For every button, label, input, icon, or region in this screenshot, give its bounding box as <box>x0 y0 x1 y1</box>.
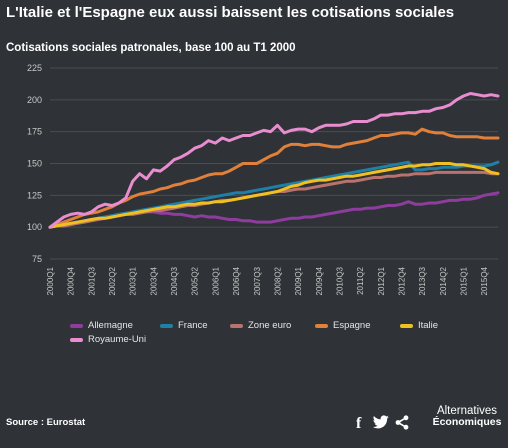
x-tick-label: 2006Q4 <box>232 266 241 295</box>
x-tick-label: 2003Q4 <box>149 266 158 295</box>
y-tick-label: 150 <box>27 159 42 169</box>
x-axis-tick-labels: 2000Q1 2000Q4 2001Q3 2002Q2 2003Q1 2003Q4 2004… <box>46 266 489 295</box>
x-tick-label: 2014Q2 <box>439 266 448 295</box>
x-tick-label: 2015Q1 <box>460 266 469 295</box>
y-tick-label: 100 <box>27 222 42 232</box>
brand-line-2: Économiques <box>432 416 502 428</box>
x-tick-label: 2013Q3 <box>418 266 427 295</box>
brand-logo: Alternatives Économiques <box>430 405 504 428</box>
y-tick-label: 225 <box>27 63 42 73</box>
series-line-italie <box>48 162 500 229</box>
series-line-espagne <box>48 127 500 229</box>
x-tick-label: 2002Q2 <box>108 266 117 295</box>
y-tick-label: 175 <box>27 127 42 137</box>
share-icon <box>395 415 409 430</box>
x-tick-label: 2000Q4 <box>67 266 76 295</box>
y-tick-label: 75 <box>32 254 42 264</box>
chart-subtitle: Cotisations sociales patronales, base 10… <box>6 42 296 54</box>
series-lines <box>48 92 500 229</box>
series-line-royaume-uni <box>48 92 500 229</box>
x-tick-label: 2004Q3 <box>170 266 179 295</box>
y-tick-label: 200 <box>27 95 42 105</box>
source-note: Source : Eurostat <box>6 417 86 428</box>
brand-line-1: Alternatives <box>436 405 498 417</box>
x-tick-label: 2007Q3 <box>253 266 262 295</box>
twitter-icon <box>373 415 389 429</box>
y-axis-tick-labels: 75 100 125 150 175 200 225 <box>27 63 42 264</box>
chart-title: L'Italie et l'Espagne eux aussi baissent… <box>6 4 455 21</box>
x-tick-label: 2012Q1 <box>377 266 386 295</box>
x-tick-label: 2010Q3 <box>335 266 344 295</box>
x-tick-label: 2015Q4 <box>480 266 489 295</box>
x-tick-label: 2006Q1 <box>211 266 220 295</box>
x-tick-label: 2012Q4 <box>398 266 407 295</box>
x-tick-label: 2009Q4 <box>315 266 324 295</box>
y-tick-label: 125 <box>27 190 42 200</box>
x-tick-label: 2008Q2 <box>273 266 282 295</box>
x-tick-label: 2005Q2 <box>191 266 200 295</box>
series-line-zone-euro <box>48 170 500 229</box>
series-line-allemagne <box>48 191 500 229</box>
facebook-icon: f <box>356 415 362 432</box>
x-tick-label: 2003Q1 <box>129 266 138 295</box>
facebook-share-button[interactable]: f <box>356 415 361 433</box>
share-button[interactable] <box>395 415 409 430</box>
twitter-share-button[interactable] <box>373 415 389 429</box>
x-tick-label: 2009Q1 <box>294 266 303 295</box>
x-tick-label: 2001Q3 <box>87 266 96 295</box>
grid-lines <box>50 67 498 260</box>
x-tick-label: 2011Q2 <box>356 266 365 294</box>
x-tick-label: 2000Q1 <box>46 266 55 295</box>
